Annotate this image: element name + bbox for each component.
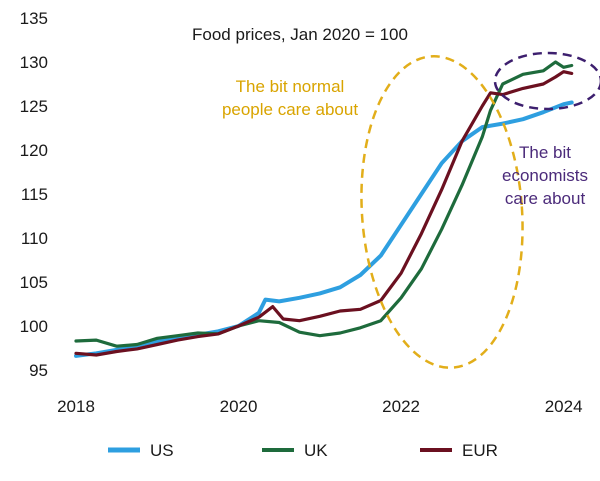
y-tick-label: 125 xyxy=(20,97,48,116)
chart-title: Food prices, Jan 2020 = 100 xyxy=(192,25,408,44)
series-line-eur xyxy=(74,70,574,357)
x-tick-label: 2024 xyxy=(545,397,583,416)
annotation-text-economists: care about xyxy=(505,189,586,208)
x-axis-ticks: 2018 2020 2022 2024 xyxy=(57,397,582,416)
y-tick-label: 110 xyxy=(21,229,48,248)
y-tick-label: 135 xyxy=(20,9,48,28)
y-tick-label: 130 xyxy=(20,53,48,72)
series-layer xyxy=(74,60,574,358)
legend-label-eur: EUR xyxy=(462,441,498,460)
annotation-text-economists: The bit xyxy=(519,143,571,162)
y-tick-label: 95 xyxy=(29,361,48,380)
y-tick-label: 120 xyxy=(20,141,48,160)
series-line-uk xyxy=(74,60,574,348)
legend: US UK EUR xyxy=(108,441,498,460)
x-tick-label: 2020 xyxy=(220,397,258,416)
annotation-ellipse-economists xyxy=(493,51,600,111)
y-axis-ticks: 95 100 105 110 115 120 125 130 135 xyxy=(20,9,48,380)
y-tick-label: 105 xyxy=(20,273,48,292)
annotation-layer: The bit normal people care about The bit ec… xyxy=(222,51,600,369)
annotation-text-normal: people care about xyxy=(222,100,358,119)
annotation-text-economists: economists xyxy=(502,166,588,185)
x-tick-label: 2022 xyxy=(382,397,420,416)
y-tick-label: 100 xyxy=(20,317,48,336)
x-tick-label: 2018 xyxy=(57,397,95,416)
annotation-text-normal: The bit normal xyxy=(236,77,345,96)
legend-label-uk: UK xyxy=(304,441,328,460)
legend-label-us: US xyxy=(150,441,174,460)
series-line-us xyxy=(74,100,574,358)
annotation-ellipse-normal xyxy=(360,55,524,369)
y-tick-label: 115 xyxy=(21,185,48,204)
